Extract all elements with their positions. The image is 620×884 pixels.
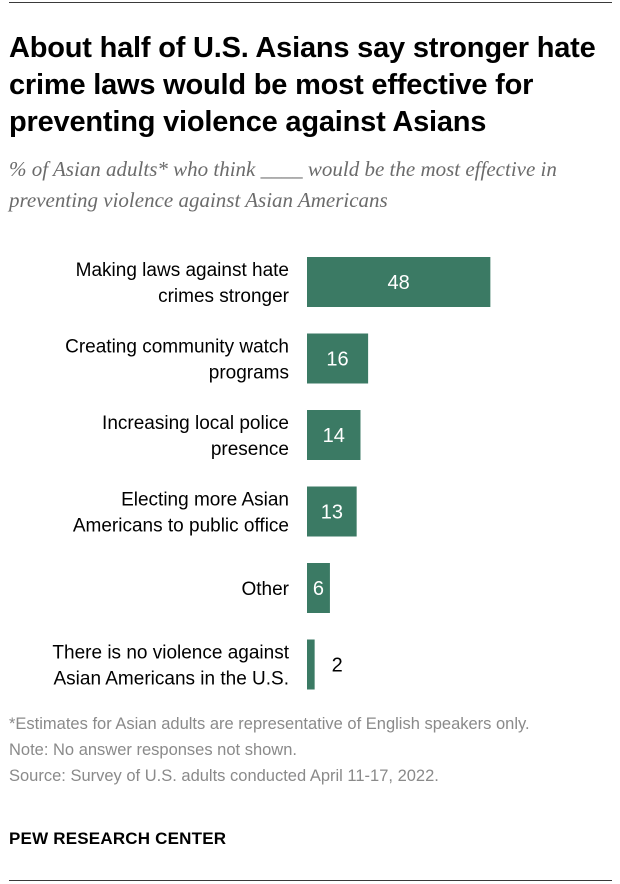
bar [307, 486, 357, 537]
data-label: 14 [323, 425, 345, 447]
bar-chart: Making laws against hate crimes stronger 4… [52, 257, 491, 690]
category-label: Other [241, 579, 289, 600]
footnote-asterisk: *Estimates for Asian adults are represen… [9, 715, 530, 733]
data-label: 16 [326, 349, 348, 371]
bar [307, 563, 330, 613]
chart-title: About half of U.S. Asians say stronger h… [9, 32, 596, 138]
footnote-source: Source: Survey of U.S. adults conducted … [9, 767, 439, 785]
top-rule [9, 2, 612, 3]
data-label: 13 [321, 502, 343, 524]
bar [307, 333, 369, 384]
footnotes: *Estimates for Asian adults are represen… [9, 711, 609, 789]
category-label: Increasing local police presence [102, 413, 289, 460]
chart-subtitle: % of Asian adults* who think ____ would … [9, 157, 557, 212]
footnote-note: Note: No answer responses not shown. [9, 741, 297, 759]
category-label: There is no violence against Asian Americ… [52, 643, 289, 690]
data-label: 2 [332, 655, 343, 677]
bottom-rule [9, 880, 612, 881]
category-label: Creating community watch programs [65, 337, 289, 384]
bar [307, 410, 361, 460]
bar [307, 257, 491, 307]
category-label: Electing more Asian Americans to public o… [73, 490, 289, 537]
bar [307, 639, 315, 690]
data-label: 6 [313, 578, 324, 600]
data-label: 48 [388, 272, 410, 294]
category-label: Making laws against hate crimes stronger [76, 260, 290, 307]
brand-label: PEW RESEARCH CENTER [9, 829, 227, 848]
